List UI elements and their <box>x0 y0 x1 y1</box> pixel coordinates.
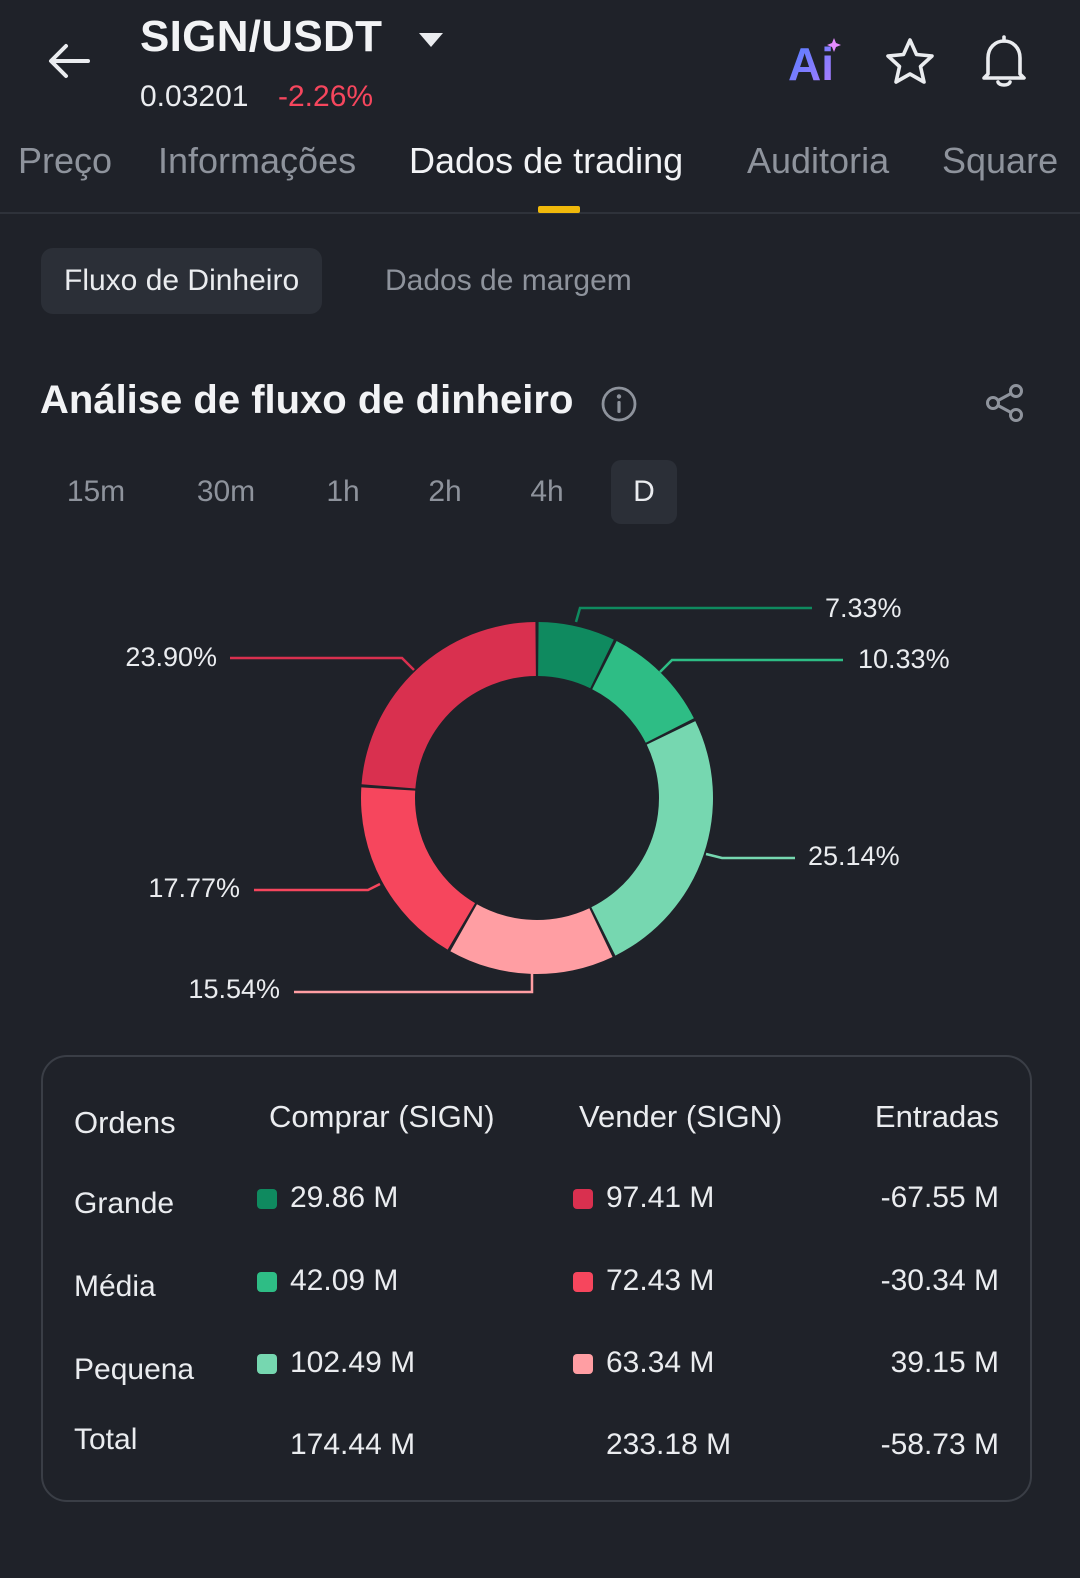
share-icon[interactable] <box>984 382 1026 424</box>
leader-line-1 <box>659 658 843 673</box>
ai-label: Ai <box>788 38 834 86</box>
buy-medium-swatch <box>257 1272 277 1292</box>
slice-label-5: 23.90% <box>125 642 217 672</box>
tab-dados-de-trading[interactable]: Dados de trading <box>409 140 684 181</box>
sell-total-value: 233.18 M <box>606 1428 732 1461</box>
header-entradas: Entradas <box>874 1099 999 1134</box>
tab-preco[interactable]: Preço <box>18 140 113 181</box>
net-medium-value: -30.34 M <box>880 1264 999 1297</box>
slice-label-2: 25.14% <box>808 841 900 871</box>
subtab-dados-de-margem[interactable]: Dados de margem <box>385 264 632 297</box>
donut-slice-2[interactable] <box>591 721 714 956</box>
tab-informacoes[interactable]: Informações <box>158 140 357 181</box>
donut-svg: 7.33% 10.33% 25.14% 15.54% 17.77% 23.90% <box>125 593 950 1004</box>
leader-line-4 <box>254 882 381 892</box>
slice-label-0: 7.33% <box>825 593 902 623</box>
row-label-pequena: Pequena <box>74 1353 195 1386</box>
sell-medium-swatch <box>573 1272 593 1292</box>
leader-line-3 <box>294 970 534 994</box>
timeframe-15m[interactable]: 15m <box>66 475 126 508</box>
leader-line-0 <box>574 606 812 623</box>
buy-medium-value: 42.09 M <box>290 1264 399 1297</box>
leader-line-5 <box>230 656 415 671</box>
back-arrow-icon[interactable] <box>44 36 94 86</box>
donut-slice-4[interactable] <box>361 787 476 950</box>
sell-medium-value: 72.43 M <box>606 1264 715 1297</box>
subtab-fluxo-de-dinheiro[interactable]: Fluxo de Dinheiro <box>41 248 323 314</box>
buy-small-value: 102.49 M <box>290 1346 416 1379</box>
pair-title[interactable]: SIGN/USDT <box>140 12 383 61</box>
sell-small-value: 63.34 M <box>606 1346 715 1379</box>
donut-slice-0[interactable] <box>538 622 614 689</box>
header-ordens: Ordens <box>74 1105 176 1140</box>
info-icon[interactable] <box>600 385 638 423</box>
main-tabs: Preço Informações Dados de trading Audit… <box>0 136 1080 214</box>
star-icon[interactable] <box>884 36 936 88</box>
slice-label-1: 10.33% <box>858 644 950 674</box>
timeframe-2h[interactable]: 2h <box>428 475 462 508</box>
sell-small-swatch <box>573 1354 593 1374</box>
section-title: Análise de fluxo de dinheiro <box>40 378 574 422</box>
row-label-total: Total <box>74 1423 138 1456</box>
ai-icon[interactable]: Ai <box>788 36 844 86</box>
net-total-value: -58.73 M <box>880 1428 999 1461</box>
money-flow-table: Ordens Comprar (SIGN) Vender (SIGN) Entr… <box>41 1055 1032 1502</box>
buy-total-value: 174.44 M <box>290 1428 416 1461</box>
money-flow-donut-chart: 7.33% 10.33% 25.14% 15.54% 17.77% 23.90% <box>0 560 1080 1030</box>
slice-label-3: 15.54% <box>188 974 280 1004</box>
buy-small-swatch <box>257 1354 277 1374</box>
donut-slice-3[interactable] <box>450 904 613 974</box>
leader-line-2 <box>705 852 795 860</box>
header-comprar: Comprar (SIGN) <box>269 1099 495 1134</box>
price-change: -2.26% <box>278 80 374 113</box>
slice-label-4: 17.77% <box>148 873 240 903</box>
chevron-down-icon[interactable] <box>416 28 446 52</box>
row-label-grande: Grande <box>74 1187 175 1220</box>
bell-icon[interactable] <box>978 34 1030 88</box>
buy-large-swatch <box>257 1189 277 1209</box>
buy-large-value: 29.86 M <box>290 1181 399 1214</box>
donut-slice-1[interactable] <box>592 641 694 743</box>
timeframe-d[interactable]: D <box>611 460 677 524</box>
sell-large-value: 97.41 M <box>606 1181 715 1214</box>
net-small-value: 39.15 M <box>890 1346 999 1379</box>
row-label-media: Média <box>74 1270 156 1303</box>
active-tab-indicator <box>538 206 580 213</box>
net-large-value: -67.55 M <box>880 1181 999 1214</box>
tab-square[interactable]: Square <box>942 140 1059 181</box>
last-price: 0.03201 <box>140 80 249 113</box>
sell-large-swatch <box>573 1189 593 1209</box>
timeframe-30m[interactable]: 30m <box>196 475 256 508</box>
timeframe-4h[interactable]: 4h <box>530 475 564 508</box>
header: SIGN/USDT 0.03201 -2.26% Ai <box>0 0 1080 120</box>
donut-slice-5[interactable] <box>361 622 536 789</box>
timeframe-1h[interactable]: 1h <box>326 475 360 508</box>
tab-auditoria[interactable]: Auditoria <box>747 140 890 181</box>
header-vender: Vender (SIGN) <box>579 1099 783 1134</box>
